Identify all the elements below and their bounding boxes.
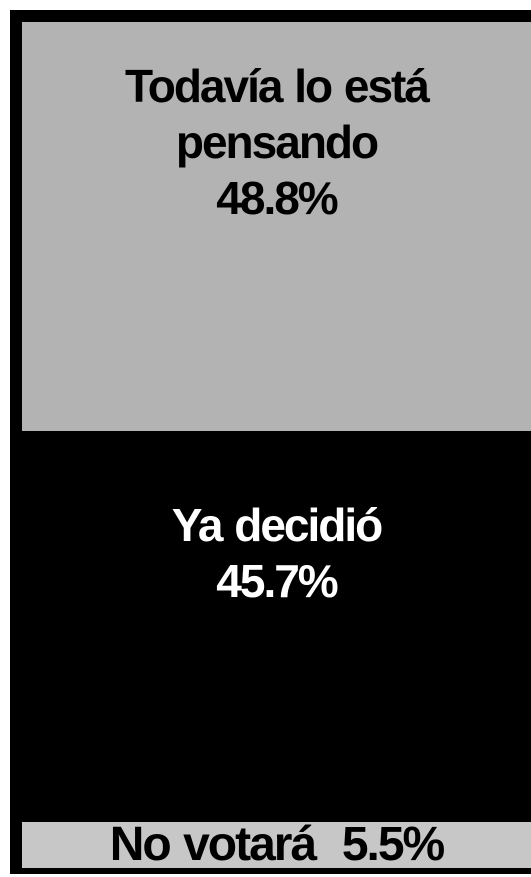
segment-label-line: 45.7%	[216, 555, 338, 607]
segment-label-line: 48.8%	[216, 172, 338, 224]
segment-label-line: Todavía lo está	[125, 60, 430, 112]
segment-1: Todavía lo está pensando 48.8%	[22, 22, 531, 431]
segment-label-line: No votará 5.5%	[109, 818, 445, 871]
segment-label: No votará 5.5%	[22, 821, 531, 869]
segment-label-line: pensando	[175, 116, 379, 168]
chart-frame: Todavía lo está pensando 48.8% Ya decidió 45…	[10, 10, 531, 874]
segment-label-line: Ya decidió	[171, 499, 384, 551]
stacked-bar: Todavía lo está pensando 48.8% Ya decidió 45…	[22, 22, 531, 869]
segment-2: Ya decidió 45.7%	[22, 439, 531, 822]
segment-label: Todavía lo está pensando 48.8%	[22, 58, 531, 226]
segment-3: No votará 5.5%	[22, 821, 531, 869]
segment-label: Ya decidió 45.7%	[22, 497, 531, 609]
